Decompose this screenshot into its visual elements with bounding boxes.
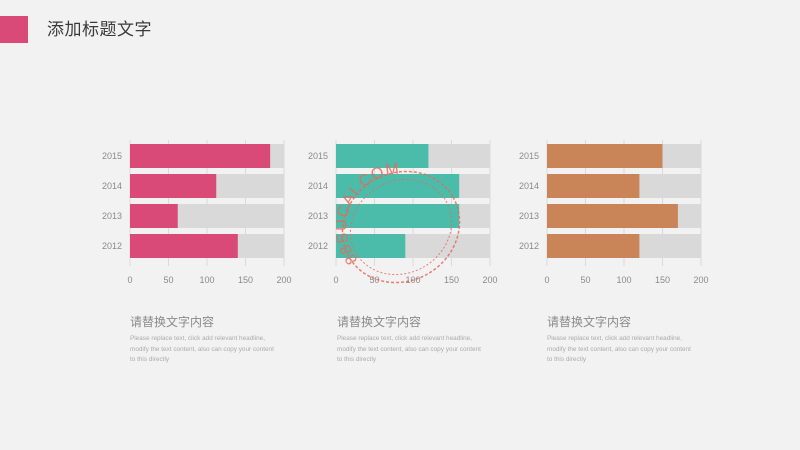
bar-chart-1: 0 50 100 150 200 2015 2014 2013 2012 (96, 130, 306, 292)
y-category-label: 2015 (519, 151, 539, 161)
page-title: 添加标题文字 (47, 20, 152, 40)
y-category-label: 2015 (102, 151, 122, 161)
watermark-text-path: 88SUCAI.COM (336, 162, 400, 267)
y-category-label: 2013 (308, 211, 328, 221)
x-tick-label: 100 (199, 275, 214, 285)
y-category-label: 2013 (519, 211, 539, 221)
x-tick-label: 200 (693, 275, 708, 285)
title-accent-bar (0, 16, 28, 43)
x-tick-label: 150 (444, 275, 459, 285)
caption-body: Please replace text, click add relevant … (130, 334, 305, 366)
x-tick-label: 50 (580, 275, 590, 285)
y-category-label: 2014 (519, 181, 539, 191)
bar (547, 144, 663, 168)
caption-body: Please replace text, click add relevant … (337, 334, 512, 366)
y-category-label: 2012 (308, 241, 328, 251)
y-category-label: 2014 (102, 181, 122, 191)
bar (336, 144, 429, 168)
caption-line: to this directly (130, 356, 170, 363)
x-tick-label: 150 (238, 275, 253, 285)
caption-line: to this directly (337, 356, 377, 363)
x-tick-label: 200 (276, 275, 291, 285)
bar (130, 174, 217, 198)
caption-block-3: 请替换文字内容 Please replace text, click add r… (547, 314, 722, 366)
caption-block-1: 请替换文字内容 Please replace text, click add r… (130, 314, 305, 366)
watermark-text: 88SUCAI.COM (336, 162, 401, 267)
x-tick-label: 150 (655, 275, 670, 285)
watermark-stamp: 88SUCAI.COM (336, 162, 461, 284)
bar (547, 234, 640, 258)
x-tick-label: 0 (544, 275, 549, 285)
chart-plot-area: 0 50 100 150 200 2015 2014 2013 2012 (519, 140, 709, 285)
caption-title: 请替换文字内容 (130, 315, 215, 329)
caption-body: Please replace text, click add relevant … (547, 334, 722, 366)
x-tick-label: 200 (482, 275, 497, 285)
bar (130, 144, 271, 168)
y-category-label: 2012 (519, 241, 539, 251)
y-category-label: 2015 (308, 151, 328, 161)
x-tick-label: 50 (369, 275, 379, 285)
y-category-label: 2013 (102, 211, 122, 221)
bar (130, 204, 178, 228)
x-tick-label: 0 (333, 275, 338, 285)
watermark-ring-inner (349, 178, 453, 276)
x-tick-label: 0 (127, 275, 132, 285)
caption-line: modify the text content, also can copy y… (337, 345, 481, 353)
bar-chart-2: 0 50 100 150 200 2015 2014 2013 2012 (302, 130, 512, 292)
caption-line: to this directly (547, 356, 587, 363)
bar (547, 174, 640, 198)
caption-title: 请替换文字内容 (337, 315, 422, 329)
caption-block-2: 请替换文字内容 Please replace text, click add r… (337, 314, 512, 366)
bar (547, 204, 678, 228)
caption-line: modify the text content, also can copy y… (547, 345, 691, 353)
chart-plot-area: 0 50 100 150 200 2015 2014 2013 2012 (102, 140, 292, 285)
bar-chart-3: 0 50 100 150 200 2015 2014 2013 2012 (513, 130, 723, 292)
caption-line: Please replace text, click add relevant … (547, 335, 682, 342)
y-category-label: 2012 (102, 241, 122, 251)
y-category-label: 2014 (308, 181, 328, 191)
watermark-ring-outer (341, 170, 461, 284)
x-tick-label: 50 (163, 275, 173, 285)
bar (130, 234, 238, 258)
caption-line: Please replace text, click add relevant … (337, 335, 472, 342)
caption-title: 请替换文字内容 (547, 315, 632, 329)
caption-line: modify the text content, also can copy y… (130, 345, 274, 353)
caption-line: Please replace text, click add relevant … (130, 335, 265, 342)
x-tick-label: 100 (616, 275, 631, 285)
